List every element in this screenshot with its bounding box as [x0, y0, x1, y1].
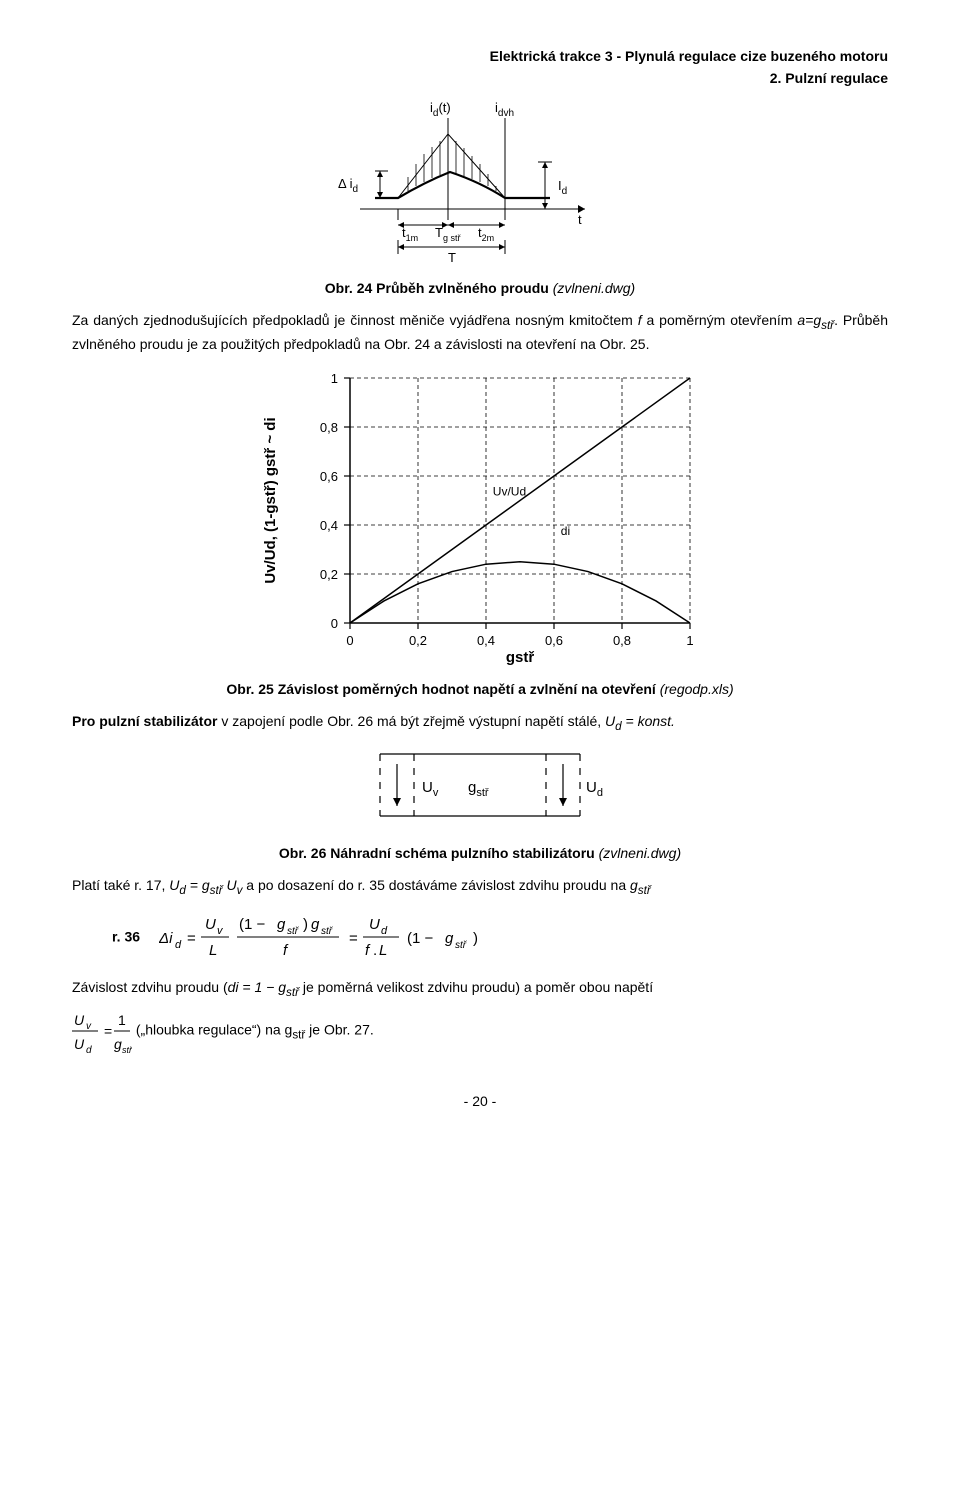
doc-header-line2: 2. Pulzní regulace	[72, 70, 888, 86]
svg-text:0,6: 0,6	[320, 469, 338, 484]
svg-text:0,6: 0,6	[545, 633, 563, 648]
svg-text:g: g	[445, 930, 454, 947]
svg-text:stř: stř	[287, 926, 300, 937]
fig25-svg: 0 0,2 0,4 0,6 0,8 1 0 0,2 0,4 0,6 0,8 1 Uv/Ud di gstř U…	[255, 363, 705, 668]
svg-text:stř: stř	[321, 926, 334, 937]
svg-text:t2m: t2m	[478, 225, 494, 243]
svg-text:f: f	[283, 942, 289, 959]
svg-text:Tg stř: Tg stř	[435, 225, 461, 243]
svg-text:(1 −: (1 −	[407, 930, 434, 947]
svg-text:U: U	[74, 1012, 85, 1028]
svg-text:=: =	[104, 1023, 112, 1039]
para-1: Za daných zjednodušujících předpokladů j…	[72, 310, 888, 355]
para-4: Závislost zdvihu proudu (di = 1 − gstř j…	[72, 977, 888, 1001]
fig26-svg: Uv gstř Ud	[350, 744, 610, 832]
svg-text:0,4: 0,4	[320, 518, 338, 533]
svg-text:gstř: gstř	[506, 649, 535, 666]
svg-text:=: =	[349, 930, 358, 947]
svg-text:0,2: 0,2	[409, 633, 427, 648]
svg-text:g: g	[114, 1036, 122, 1052]
svg-text:Uv: Uv	[422, 779, 439, 799]
fig26-caption: Obr. 26 Náhradní schéma pulzního stabili…	[72, 845, 888, 861]
svg-text:T: T	[448, 250, 456, 265]
svg-text:v: v	[217, 925, 224, 937]
para-2: Pro pulzní stabilizátor v zapojení podle…	[72, 711, 888, 735]
fig26-wrap: Uv gstř Ud	[72, 744, 888, 835]
fig24-svg: id(t) idvh Δ id Id t1m Tg stř t2m T t	[330, 92, 630, 267]
svg-text:Δi: Δi	[159, 930, 173, 947]
fig24-caption: Obr. 24 Průběh zvlněného proudu (zvlneni…	[72, 280, 888, 296]
svg-text:(1 −: (1 −	[239, 916, 266, 933]
svg-text:d: d	[175, 939, 182, 951]
svg-text:1: 1	[118, 1012, 126, 1028]
svg-text:=: =	[187, 930, 196, 947]
svg-text:d: d	[381, 925, 388, 937]
svg-text:gstř: gstř	[468, 779, 489, 799]
svg-text:0,8: 0,8	[320, 420, 338, 435]
doc-header-line1: Elektrická trakce 3 - Plynulá regulace c…	[72, 48, 888, 64]
svg-text:t: t	[578, 212, 582, 227]
svg-text:id(t): id(t)	[430, 100, 451, 119]
svg-text:stř: stř	[122, 1045, 132, 1053]
svg-text:0: 0	[346, 633, 353, 648]
svg-text:idvh: idvh	[495, 100, 514, 119]
fig24-wrap: id(t) idvh Δ id Id t1m Tg stř t2m T t	[72, 92, 888, 270]
svg-text:t1m: t1m	[402, 225, 418, 243]
eq-36: r. 36 Δid = Uv L (1 − gstř)gstř f = Ud f…	[112, 911, 888, 965]
svg-text:0,8: 0,8	[613, 633, 631, 648]
svg-text:U: U	[369, 916, 380, 933]
para-5: Uv Ud = 1 gstř („hloubka regulace“) na g…	[72, 1009, 888, 1053]
svg-text:f: f	[365, 942, 371, 959]
svg-text:1: 1	[686, 633, 693, 648]
para-3: Platí také r. 17, Ud = gstř Uv a po dosa…	[72, 875, 888, 899]
svg-text:d: d	[86, 1045, 92, 1053]
svg-text:): )	[303, 916, 308, 933]
svg-text:L: L	[379, 942, 387, 959]
fig25-wrap: 0 0,2 0,4 0,6 0,8 1 0 0,2 0,4 0,6 0,8 1 Uv/Ud di gstř U…	[72, 363, 888, 671]
svg-text:Uv/Ud, (1-gstř) gstř ~ di: Uv/Ud, (1-gstř) gstř ~ di	[262, 418, 279, 584]
svg-text:Ud: Ud	[586, 779, 603, 799]
svg-text:Id: Id	[558, 178, 567, 197]
svg-text:stř: stř	[455, 940, 468, 951]
svg-text:.: .	[373, 942, 377, 959]
svg-text:g: g	[277, 916, 286, 933]
svg-text:0: 0	[331, 616, 338, 631]
svg-text:0,2: 0,2	[320, 567, 338, 582]
svg-text:v: v	[86, 1021, 92, 1032]
svg-text:di: di	[561, 524, 570, 538]
page-footer: - 20 -	[72, 1093, 888, 1109]
svg-text:): )	[473, 930, 478, 947]
svg-text:L: L	[209, 942, 217, 959]
svg-text:Δ id: Δ id	[338, 176, 358, 195]
svg-text:U: U	[205, 916, 216, 933]
svg-text:U: U	[74, 1036, 85, 1052]
svg-text:0,4: 0,4	[477, 633, 495, 648]
fig25-caption: Obr. 25 Závislost poměrných hodnot napět…	[72, 681, 888, 697]
svg-text:Uv/Ud: Uv/Ud	[493, 485, 526, 499]
svg-text:g: g	[311, 916, 320, 933]
svg-text:1: 1	[331, 371, 338, 386]
